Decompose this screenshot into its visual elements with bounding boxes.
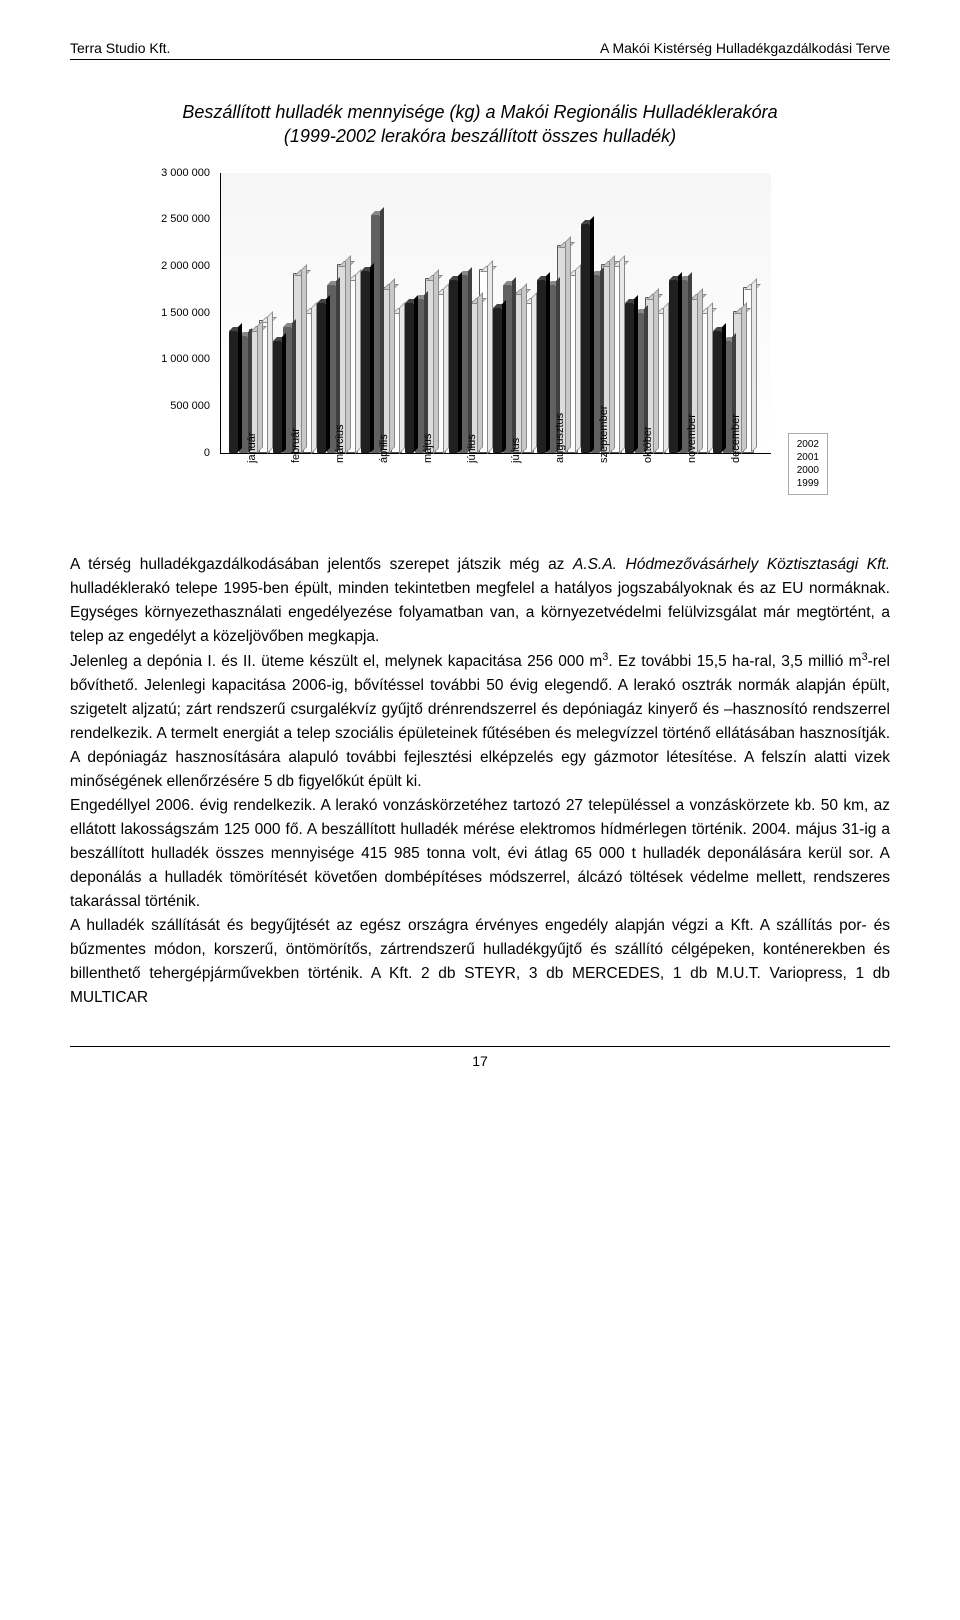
paragraph: A hulladék szállítását és begyűjtését az… <box>70 914 890 1010</box>
y-tick-label: 3 000 000 <box>140 167 210 179</box>
x-tick-label: október <box>642 426 654 463</box>
bar-2002 <box>537 280 546 453</box>
x-tick-label: december <box>730 414 742 463</box>
chart-title-line2: (1999-2002 lerakóra beszállított összes … <box>284 126 676 146</box>
bar-2002 <box>361 271 370 453</box>
y-tick-label: 500 000 <box>140 400 210 412</box>
x-tick-label: augusztus <box>554 412 566 462</box>
chart-title: Beszállított hulladék mennyisége (kg) a … <box>130 100 830 149</box>
x-tick-label: február <box>290 428 302 463</box>
legend-item: 2000 <box>797 464 819 477</box>
legend-item: 2002 <box>797 438 819 451</box>
chart-container: Beszállított hulladék mennyisége (kg) a … <box>130 100 830 523</box>
bar-2002 <box>405 303 414 452</box>
page-header: Terra Studio Kft. A Makói Kistérség Hull… <box>70 40 890 60</box>
chart-area: 2002200120001999 0 500 000 1 000 000 1 500 … <box>140 163 820 523</box>
bar-2002 <box>273 341 282 453</box>
bar-2002 <box>493 308 502 453</box>
paragraph: A térség hulladékgazdálkodásában jelentő… <box>70 553 890 649</box>
x-tick-label: június <box>466 434 478 463</box>
bar-2002 <box>669 280 678 453</box>
y-tick-label: 2 500 000 <box>140 213 210 225</box>
paragraph: Jelenleg a depónia I. és II. üteme készü… <box>70 649 890 794</box>
chart-title-line1: Beszállított hulladék mennyisége (kg) a … <box>182 102 777 122</box>
body-text: A térség hulladékgazdálkodásában jelentő… <box>70 553 890 1010</box>
page-footer: 17 <box>70 1046 890 1069</box>
bar-2002 <box>581 224 590 453</box>
page-number: 17 <box>472 1053 488 1069</box>
chart-legend: 2002200120001999 <box>788 433 828 495</box>
bar-2002 <box>449 280 458 453</box>
bar-2002 <box>317 303 326 452</box>
paragraph: Engedéllyel 2006. évig rendelkezik. A le… <box>70 794 890 914</box>
x-tick-label: május <box>422 433 434 462</box>
x-tick-label: november <box>686 414 698 463</box>
y-tick-label: 1 000 000 <box>140 353 210 365</box>
bar-2002 <box>625 303 634 452</box>
bar-2002 <box>713 331 722 452</box>
x-tick-label: január <box>246 432 258 463</box>
x-tick-label: szeptember <box>598 405 610 462</box>
x-tick-label: április <box>378 434 390 463</box>
legend-item: 1999 <box>797 477 819 490</box>
header-left: Terra Studio Kft. <box>70 40 170 56</box>
y-tick-label: 0 <box>140 447 210 459</box>
chart-plot <box>220 173 771 454</box>
header-right: A Makói Kistérség Hulladékgazdálkodási T… <box>600 40 890 56</box>
y-tick-label: 1 500 000 <box>140 307 210 319</box>
y-tick-label: 2 000 000 <box>140 260 210 272</box>
x-tick-label: március <box>334 424 346 463</box>
legend-item: 2001 <box>797 451 819 464</box>
bar-2002 <box>229 331 238 452</box>
x-tick-label: július <box>510 438 522 463</box>
